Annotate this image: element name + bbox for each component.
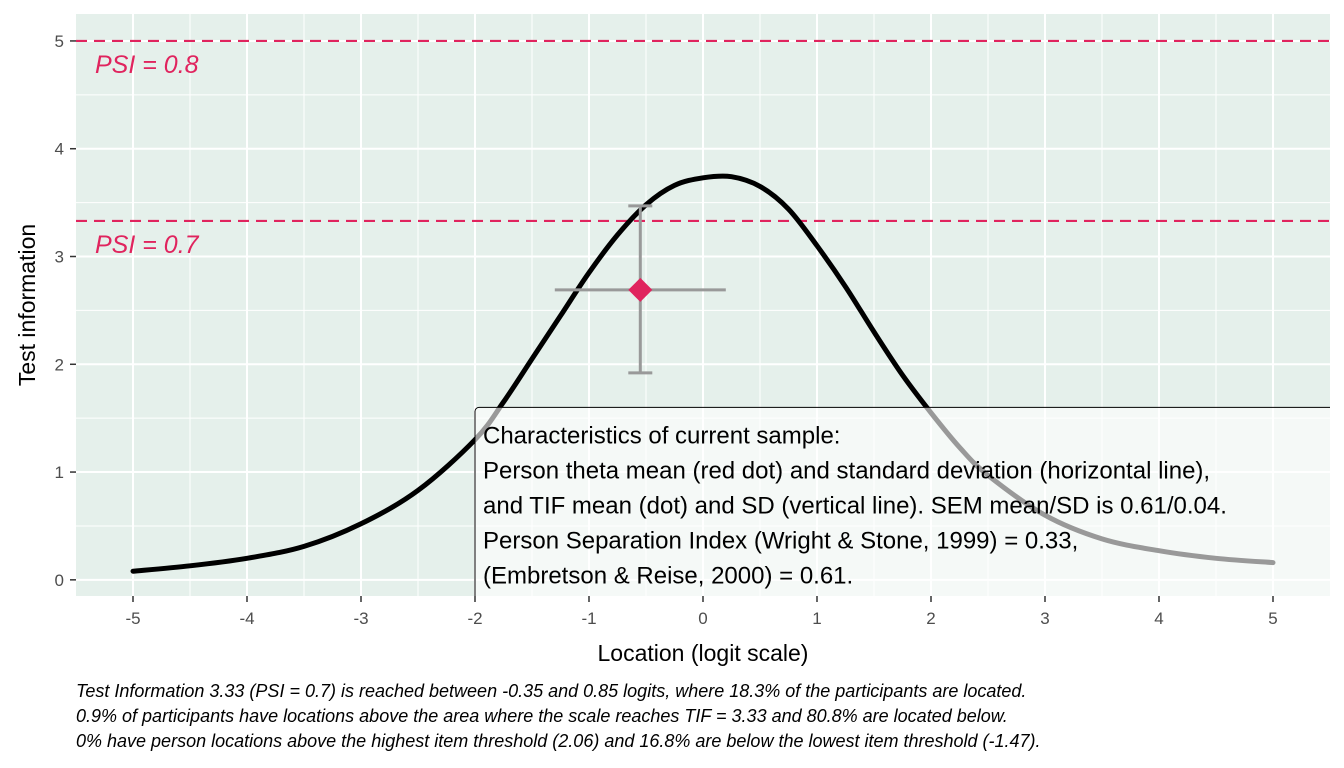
annotation-box-background <box>474 406 1330 596</box>
axis-ticks <box>70 40 1274 602</box>
y-tick-label: 0 <box>55 571 64 590</box>
tick-labels: -5 -4 -3 -2 -1 0 1 2 3 4 5 0 1 2 3 4 5 <box>55 32 1278 628</box>
x-tick-label: 3 <box>1040 609 1049 628</box>
caption-line-2: 0.9% of participants have locations abov… <box>76 706 1008 726</box>
mean-point-diamond <box>628 277 653 302</box>
x-tick-label: 2 <box>926 609 935 628</box>
reference-lines: PSI = 0.8 PSI = 0.7 <box>76 39 1330 259</box>
annotation-line: (Embretson & Reise, 2000) = 0.61. <box>483 562 853 589</box>
x-axis-title: Location (logit scale) <box>598 640 809 666</box>
psi-label: PSI = 0.8 <box>95 51 199 79</box>
x-tick-label: -1 <box>581 609 596 628</box>
x-tick-label: -3 <box>353 609 368 628</box>
sample-point-layer <box>554 204 726 375</box>
annotation-line: Characteristics of current sample: <box>483 422 840 449</box>
x-tick-label: 5 <box>1268 609 1277 628</box>
annotation-line: Person theta mean (red dot) and standard… <box>483 457 1210 484</box>
x-tick-label: -2 <box>467 609 482 628</box>
x-tick-label: -4 <box>239 609 254 628</box>
y-tick-label: 1 <box>55 463 64 482</box>
annotation-box: Characteristics of current sample: Person… <box>474 406 1330 596</box>
y-tick-label: 5 <box>55 32 64 51</box>
annotation-line: and TIF mean (dot) and SD (vertical line… <box>483 492 1227 519</box>
y-tick-label: 4 <box>55 140 64 159</box>
y-tick-label: 2 <box>55 355 64 374</box>
y-tick-label: 3 <box>55 248 64 267</box>
annotation-line: Person Separation Index (Wright & Stone,… <box>483 527 1078 554</box>
caption-line-3: 0% have person locations above the highe… <box>76 731 1041 751</box>
y-axis-title: Test information <box>14 224 40 386</box>
caption: Test Information 3.33 (PSI = 0.7) is rea… <box>76 679 1344 754</box>
x-tick-label: 0 <box>698 609 707 628</box>
x-tick-label: 4 <box>1154 609 1163 628</box>
caption-line-1: Test Information 3.33 (PSI = 0.7) is rea… <box>76 681 1027 701</box>
x-tick-label: -5 <box>125 609 140 628</box>
psi-label: PSI = 0.7 <box>95 231 200 259</box>
x-tick-label: 1 <box>812 609 821 628</box>
